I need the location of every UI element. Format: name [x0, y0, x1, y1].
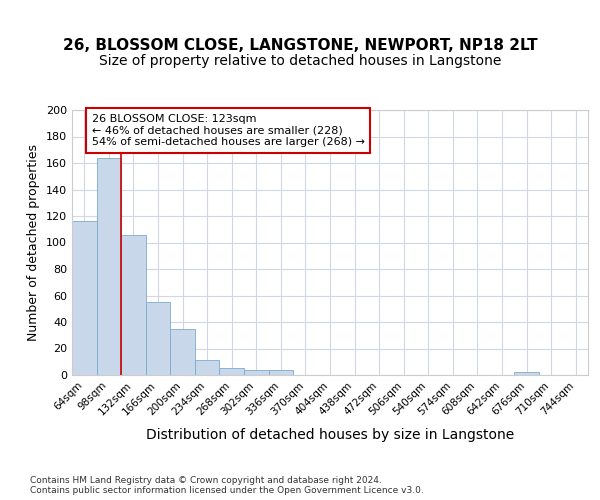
Text: Size of property relative to detached houses in Langstone: Size of property relative to detached ho…: [99, 54, 501, 68]
Text: Contains HM Land Registry data © Crown copyright and database right 2024.
Contai: Contains HM Land Registry data © Crown c…: [30, 476, 424, 495]
Y-axis label: Number of detached properties: Number of detached properties: [28, 144, 40, 341]
Bar: [514, 372, 539, 375]
Text: 26, BLOSSOM CLOSE, LANGSTONE, NEWPORT, NP18 2LT: 26, BLOSSOM CLOSE, LANGSTONE, NEWPORT, N…: [62, 38, 538, 52]
Bar: [195, 360, 220, 375]
Text: 26 BLOSSOM CLOSE: 123sqm
← 46% of detached houses are smaller (228)
54% of semi-: 26 BLOSSOM CLOSE: 123sqm ← 46% of detach…: [92, 114, 365, 147]
Bar: [72, 222, 97, 375]
Bar: [269, 370, 293, 375]
X-axis label: Distribution of detached houses by size in Langstone: Distribution of detached houses by size …: [146, 428, 514, 442]
Bar: [170, 328, 195, 375]
Bar: [220, 368, 244, 375]
Bar: [244, 370, 269, 375]
Bar: [121, 234, 146, 375]
Bar: [97, 158, 121, 375]
Bar: [146, 302, 170, 375]
